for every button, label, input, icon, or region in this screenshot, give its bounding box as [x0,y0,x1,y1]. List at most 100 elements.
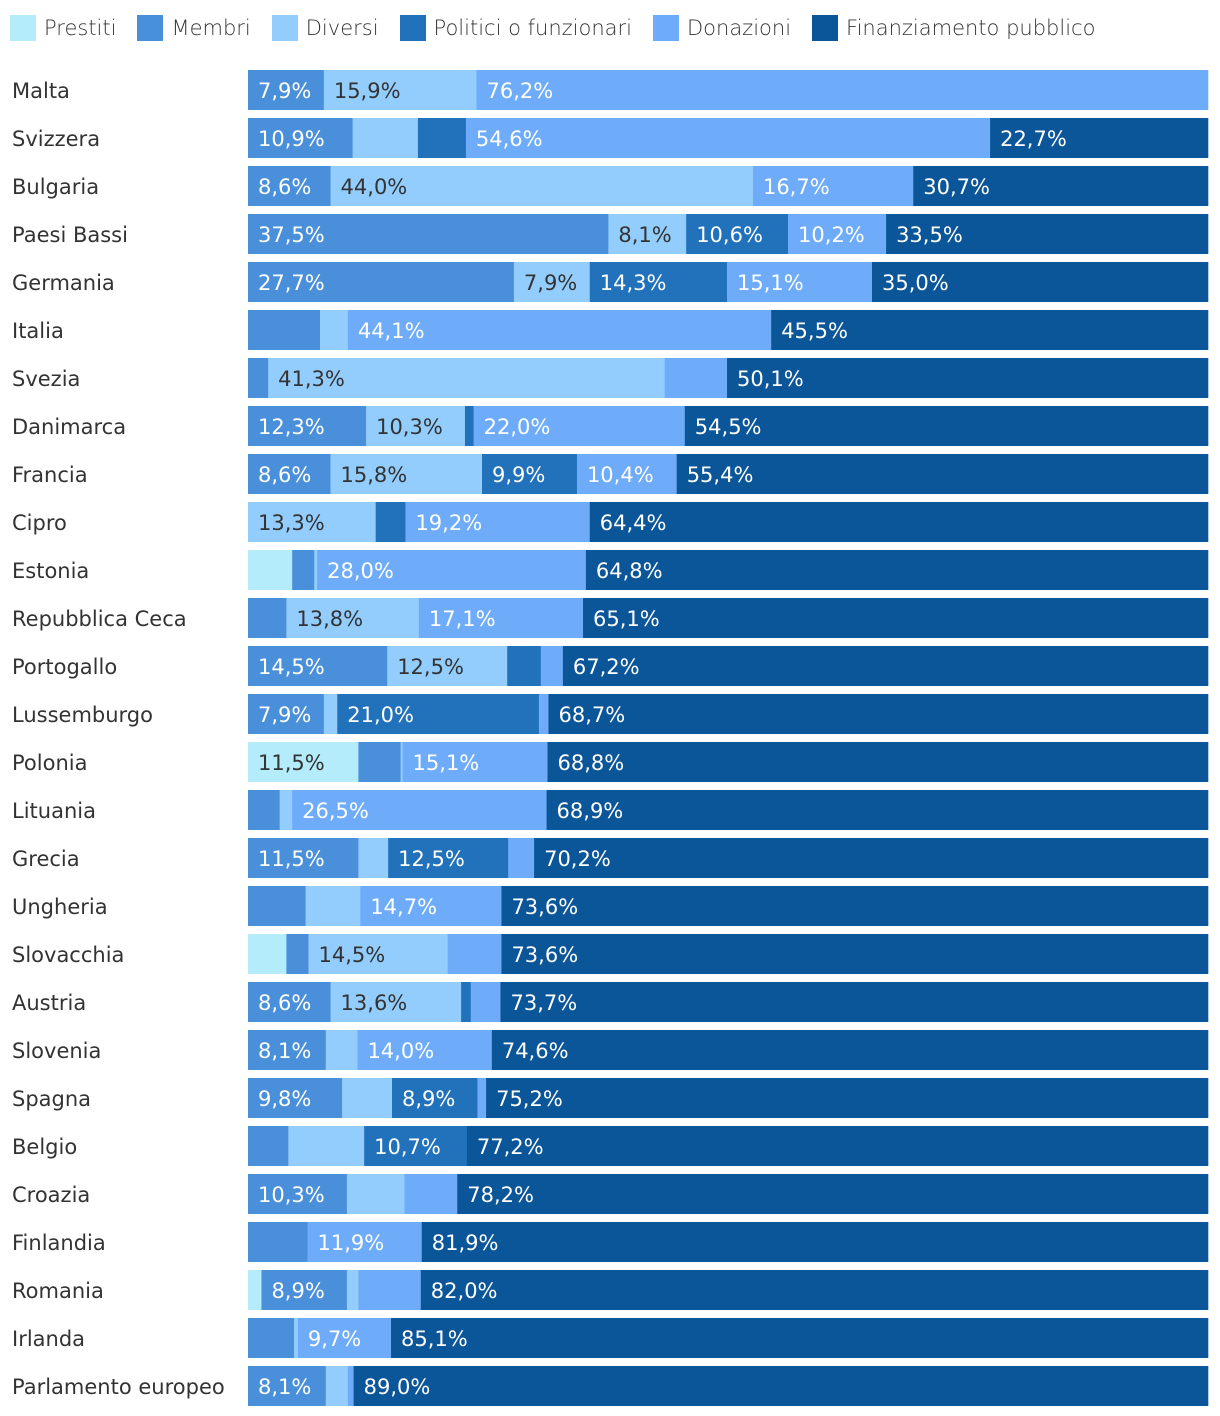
bar-segment-diversi[interactable] [358,838,389,878]
bar-segment-finanziamento-pubblico[interactable] [500,982,1209,1022]
bar-segment-membri[interactable] [248,406,367,446]
bar-segment-membri[interactable] [248,310,321,350]
legend-item[interactable]: Politici o funzionari [399,15,632,41]
bar-segment-donazioni[interactable] [470,982,501,1022]
bar-segment-donazioni[interactable] [664,358,728,398]
bar-segment-donazioni[interactable] [576,454,677,494]
bar-segment-donazioni[interactable] [752,166,914,206]
bar-segment-membri[interactable] [248,1174,348,1214]
bar-segment-diversi[interactable] [366,406,466,446]
bar-segment-finanziamento-pubblico[interactable] [491,1030,1209,1070]
bar-segment-diversi[interactable] [608,214,687,254]
bar-segment-donazioni[interactable] [357,1030,493,1070]
bar-segment-finanziamento-pubblico[interactable] [872,262,1209,302]
bar-segment-prestiti[interactable] [248,934,287,974]
bar-segment-membri[interactable] [248,886,306,926]
bar-segment-donazioni[interactable] [297,1318,392,1358]
bar-segment-membri[interactable] [248,70,325,110]
bar-segment-donazioni[interactable] [465,118,991,158]
bar-segment-donazioni[interactable] [540,646,564,686]
bar-segment-diversi[interactable] [330,166,754,206]
bar-segment-diversi[interactable] [308,934,448,974]
bar-segment-membri[interactable] [358,742,401,782]
bar-segment-finanziamento-pubblico[interactable] [421,1222,1209,1262]
bar-segment-prestiti[interactable] [248,1270,262,1310]
bar-segment-diversi[interactable] [325,1030,358,1070]
bar-segment-finanziamento-pubblico[interactable] [546,790,1209,830]
bar-segment-diversi[interactable] [288,1126,365,1166]
bar-segment-diversi[interactable] [268,358,665,398]
legend-item[interactable]: Membri [137,15,251,41]
bar-segment-finanziamento-pubblico[interactable] [676,454,1209,494]
bar-segment-politici-o-funzionari[interactable] [482,454,578,494]
bar-segment-membri[interactable] [261,1270,348,1310]
legend-item[interactable]: Donazioni [652,15,791,41]
bar-segment-politici-o-funzionari[interactable] [686,214,789,254]
bar-segment-donazioni[interactable] [307,1222,423,1262]
bar-segment-membri[interactable] [248,1222,308,1262]
bar-segment-diversi[interactable] [325,1366,349,1406]
bar-segment-diversi[interactable] [323,694,338,734]
bar-segment-membri[interactable] [248,262,515,302]
bar-segment-membri[interactable] [248,1366,327,1406]
bar-segment-finanziamento-pubblico[interactable] [486,1078,1209,1118]
bar-segment-membri[interactable] [248,214,609,254]
bar-segment-finanziamento-pubblico[interactable] [886,214,1209,254]
bar-segment-donazioni[interactable] [347,1366,354,1406]
bar-segment-finanziamento-pubblico[interactable] [466,1126,1209,1166]
bar-segment-politici-o-funzionari[interactable] [392,1078,478,1118]
legend-item[interactable]: Prestiti [10,15,116,41]
bar-segment-diversi[interactable] [286,598,420,638]
bar-segment-donazioni[interactable] [447,934,502,974]
bar-segment-finanziamento-pubblico[interactable] [583,598,1209,638]
bar-segment-donazioni[interactable] [360,886,502,926]
bar-segment-donazioni[interactable] [508,838,535,878]
bar-segment-membri[interactable] [248,1318,295,1358]
bar-segment-diversi[interactable] [323,70,477,110]
bar-segment-diversi[interactable] [314,550,318,590]
bar-segment-membri[interactable] [248,790,280,830]
bar-segment-diversi[interactable] [305,886,361,926]
bar-segment-politici-o-funzionari[interactable] [388,838,509,878]
bar-segment-prestiti[interactable] [248,550,293,590]
bar-segment-membri[interactable] [248,694,325,734]
bar-segment-membri[interactable] [248,358,269,398]
bar-segment-donazioni[interactable] [476,70,1209,110]
bar-segment-finanziamento-pubblico[interactable] [684,406,1209,446]
bar-segment-finanziamento-pubblico[interactable] [990,118,1209,158]
bar-segment-donazioni[interactable] [788,214,887,254]
legend-item[interactable]: Finanziamento pubblico [812,15,1095,41]
bar-segment-diversi[interactable] [320,310,349,350]
bar-segment-membri[interactable] [248,1030,327,1070]
bar-segment-diversi[interactable] [294,1318,299,1358]
bar-segment-politici-o-funzionari[interactable] [464,406,474,446]
bar-segment-politici-o-funzionari[interactable] [461,982,472,1022]
bar-segment-diversi[interactable] [330,454,483,494]
bar-segment-donazioni[interactable] [418,598,584,638]
bar-segment-politici-o-funzionari[interactable] [589,262,728,302]
bar-segment-politici-o-funzionari[interactable] [337,694,540,734]
bar-segment-politici-o-funzionari[interactable] [507,646,542,686]
bar-segment-donazioni[interactable] [477,1078,487,1118]
bar-segment-donazioni[interactable] [405,502,591,542]
bar-segment-finanziamento-pubblico[interactable] [353,1366,1209,1406]
bar-segment-finanziamento-pubblico[interactable] [391,1318,1209,1358]
bar-segment-diversi[interactable] [387,646,508,686]
bar-segment-membri[interactable] [248,166,331,206]
bar-segment-diversi[interactable] [400,742,403,782]
bar-segment-diversi[interactable] [330,982,462,1022]
bar-segment-membri[interactable] [248,598,287,638]
bar-segment-finanziamento-pubblico[interactable] [501,886,1209,926]
bar-segment-donazioni[interactable] [347,310,772,350]
bar-segment-diversi[interactable] [346,1270,359,1310]
bar-segment-prestiti[interactable] [248,742,359,782]
bar-segment-finanziamento-pubblico[interactable] [457,1174,1209,1214]
bar-segment-diversi[interactable] [352,118,419,158]
bar-segment-membri[interactable] [248,118,353,158]
bar-segment-donazioni[interactable] [404,1174,458,1214]
bar-segment-finanziamento-pubblico[interactable] [534,838,1209,878]
bar-segment-donazioni[interactable] [473,406,686,446]
bar-segment-finanziamento-pubblico[interactable] [547,742,1209,782]
bar-segment-diversi[interactable] [513,262,591,302]
bar-segment-finanziamento-pubblico[interactable] [548,694,1209,734]
